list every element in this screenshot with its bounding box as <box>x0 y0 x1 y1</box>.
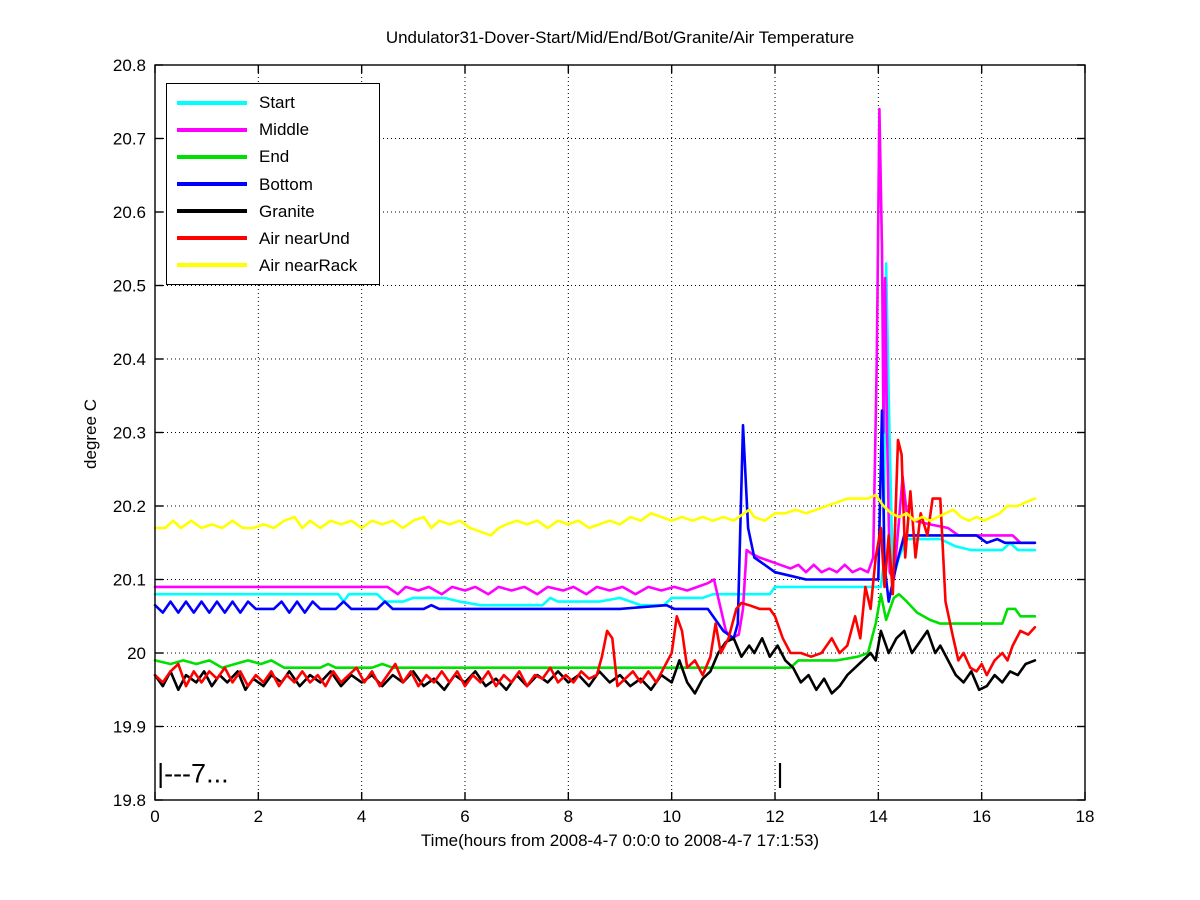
y-axis-label: degree C <box>81 399 100 469</box>
series-line-start <box>153 262 1037 607</box>
legend-item-start: Start <box>177 94 379 111</box>
y-tick-label: 20.8 <box>113 56 146 75</box>
legend-line-air-nearrack <box>177 263 247 268</box>
chart-title: Undulator31-Dover-Start/Mid/End/Bot/Gran… <box>385 28 855 47</box>
y-tick-label: 20.5 <box>113 277 146 296</box>
x-tick-label: 18 <box>1076 807 1095 826</box>
legend-label-bottom: Bottom <box>259 174 313 194</box>
legend-label-end: End <box>259 147 290 167</box>
series-line-air-nearrack <box>153 493 1037 537</box>
legend-label-air-nearund: Air nearUnd <box>259 228 350 248</box>
y-tick-label: 20.7 <box>113 130 146 149</box>
series-line-air-nearund <box>153 438 1037 688</box>
x-tick-label: 2 <box>254 807 263 826</box>
text-annotation: | <box>777 758 784 788</box>
legend-item-bottom: Bottom <box>177 176 379 193</box>
series-line-bottom <box>153 409 1037 640</box>
series-line-middle <box>153 107 1037 640</box>
legend-line-middle <box>177 127 247 132</box>
x-axis-label: Time(hours from 2008-4-7 0:0:0 to 2008-4… <box>420 831 820 850</box>
legend-item-end: End <box>177 148 379 165</box>
y-tick-label: 20.6 <box>113 203 146 222</box>
legend-line-start <box>177 100 247 105</box>
x-tick-label: 0 <box>150 807 159 826</box>
y-tick-label: 19.8 <box>113 791 146 810</box>
legend-item-middle: Middle <box>177 121 379 138</box>
x-tick-label: 14 <box>869 807 888 826</box>
y-tick-label: 20.1 <box>113 571 146 590</box>
y-tick-label: 20 <box>127 644 146 663</box>
legend-label-start: Start <box>259 93 295 113</box>
legend-label-middle: Middle <box>259 120 310 140</box>
x-tick-label: 10 <box>662 807 681 826</box>
legend-line-end <box>177 154 247 159</box>
x-tick-label: 16 <box>972 807 991 826</box>
y-tick-label: 20.3 <box>113 424 146 443</box>
legend-item-air-nearrack: Air nearRack <box>177 257 379 274</box>
legend-item-air-nearund: Air nearUnd <box>177 230 379 247</box>
legend-item-granite: Granite <box>177 203 379 220</box>
legend-line-air-nearund <box>177 236 247 241</box>
x-tick-label: 12 <box>766 807 785 826</box>
legend-label-air-nearrack: Air nearRack <box>259 255 358 275</box>
x-tick-label: 8 <box>564 807 573 826</box>
series-line-granite <box>153 629 1037 695</box>
legend-label-granite: Granite <box>259 201 315 221</box>
y-tick-label: 20.4 <box>113 350 146 369</box>
text-annotation: |---7... <box>157 758 229 788</box>
y-tick-label: 20.2 <box>113 497 146 516</box>
legend: Start Middle End Bottom Granite Air nearUnd Ai… <box>166 83 380 285</box>
x-tick-label: 4 <box>357 807 366 826</box>
legend-line-bottom <box>177 182 247 186</box>
x-tick-label: 6 <box>460 807 469 826</box>
y-tick-label: 19.9 <box>113 718 146 737</box>
legend-line-granite <box>177 209 247 214</box>
